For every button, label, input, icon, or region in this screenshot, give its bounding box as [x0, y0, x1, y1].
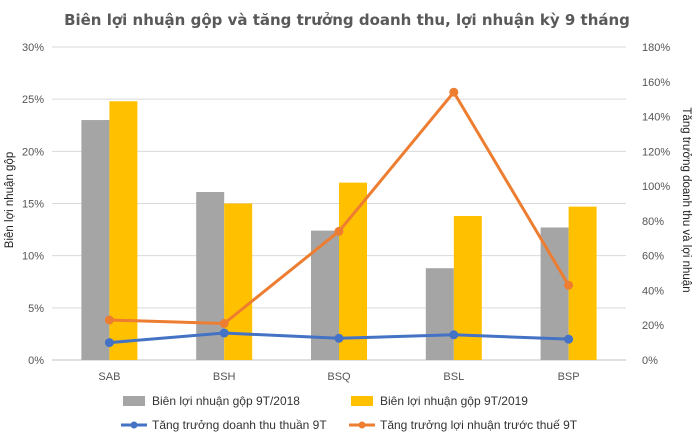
- legend-swatch-marker: [130, 421, 138, 429]
- legend-label: Biên lợi nhuận gộp 9T/2018: [152, 394, 300, 408]
- category-label: BSP: [558, 371, 580, 383]
- markers: [104, 87, 574, 348]
- line-point: [104, 338, 114, 348]
- right-tick-label: 160%: [642, 77, 670, 89]
- line-point: [104, 315, 114, 325]
- right-tick-label: 140%: [642, 112, 670, 124]
- left-tick-label: 15%: [22, 199, 44, 211]
- left-tick-label: 0%: [28, 355, 44, 367]
- left-axis-title: Biên lợi nhuận gộp: [4, 152, 16, 248]
- chart-title: Biên lợi nhuận gộp và tăng trưởng doanh …: [64, 11, 630, 29]
- right-axis-title: Tăng trưởng doanh thu và lợi nhuận: [680, 107, 692, 292]
- legend-label: Tăng trưởng doanh thu thuần 9T: [152, 418, 327, 432]
- bar: [425, 268, 454, 360]
- bar: [109, 101, 138, 361]
- legend-label: Biên lợi nhuận gộp 9T/2019: [380, 394, 528, 408]
- category-label: BSL: [443, 371, 464, 383]
- line-point: [564, 280, 574, 290]
- bar: [224, 203, 253, 360]
- right-tick-label: 80%: [642, 216, 664, 228]
- bar: [568, 206, 597, 360]
- left-tick-label: 30%: [22, 42, 44, 54]
- line-point: [334, 333, 344, 343]
- right-tick-label: 40%: [642, 285, 664, 297]
- category-axis-ticks: SAB BSH BSQ BSL BSP: [98, 371, 579, 383]
- right-tick-label: 120%: [642, 146, 670, 158]
- right-tick-label: 20%: [642, 320, 664, 332]
- right-tick-label: 60%: [642, 251, 664, 263]
- line-point: [449, 330, 459, 340]
- left-axis-ticks: 0% 5% 10% 15% 20% 25% 30%: [22, 42, 44, 367]
- line-point: [219, 318, 229, 328]
- category-label: BSH: [213, 371, 236, 383]
- left-tick-label: 25%: [22, 94, 44, 106]
- line-point: [334, 226, 344, 236]
- right-tick-label: 180%: [642, 42, 670, 54]
- bar: [339, 182, 367, 360]
- line-point: [449, 87, 459, 97]
- legend-swatch-marker: [358, 421, 366, 429]
- right-tick-label: 0%: [642, 355, 658, 367]
- legend-label: Tăng trưởng lợi nhuận trước thuế 9T: [380, 418, 578, 432]
- category-label: SAB: [98, 371, 120, 383]
- left-tick-label: 20%: [22, 146, 44, 158]
- line-point: [219, 328, 229, 338]
- left-tick-label: 10%: [22, 251, 44, 263]
- bar: [453, 216, 482, 360]
- line-point: [564, 334, 574, 344]
- category-label: BSQ: [327, 371, 351, 383]
- right-tick-label: 100%: [642, 181, 670, 193]
- right-axis-ticks: 0% 20% 40% 60% 80% 100% 120% 140% 160% 180%: [642, 42, 670, 367]
- legend-swatch: [123, 396, 145, 406]
- left-tick-label: 5%: [28, 303, 44, 315]
- legend: Biên lợi nhuận gộp 9T/2018 Biên lợi nhuận…: [121, 394, 578, 432]
- bar: [81, 120, 110, 361]
- legend-swatch: [351, 396, 373, 406]
